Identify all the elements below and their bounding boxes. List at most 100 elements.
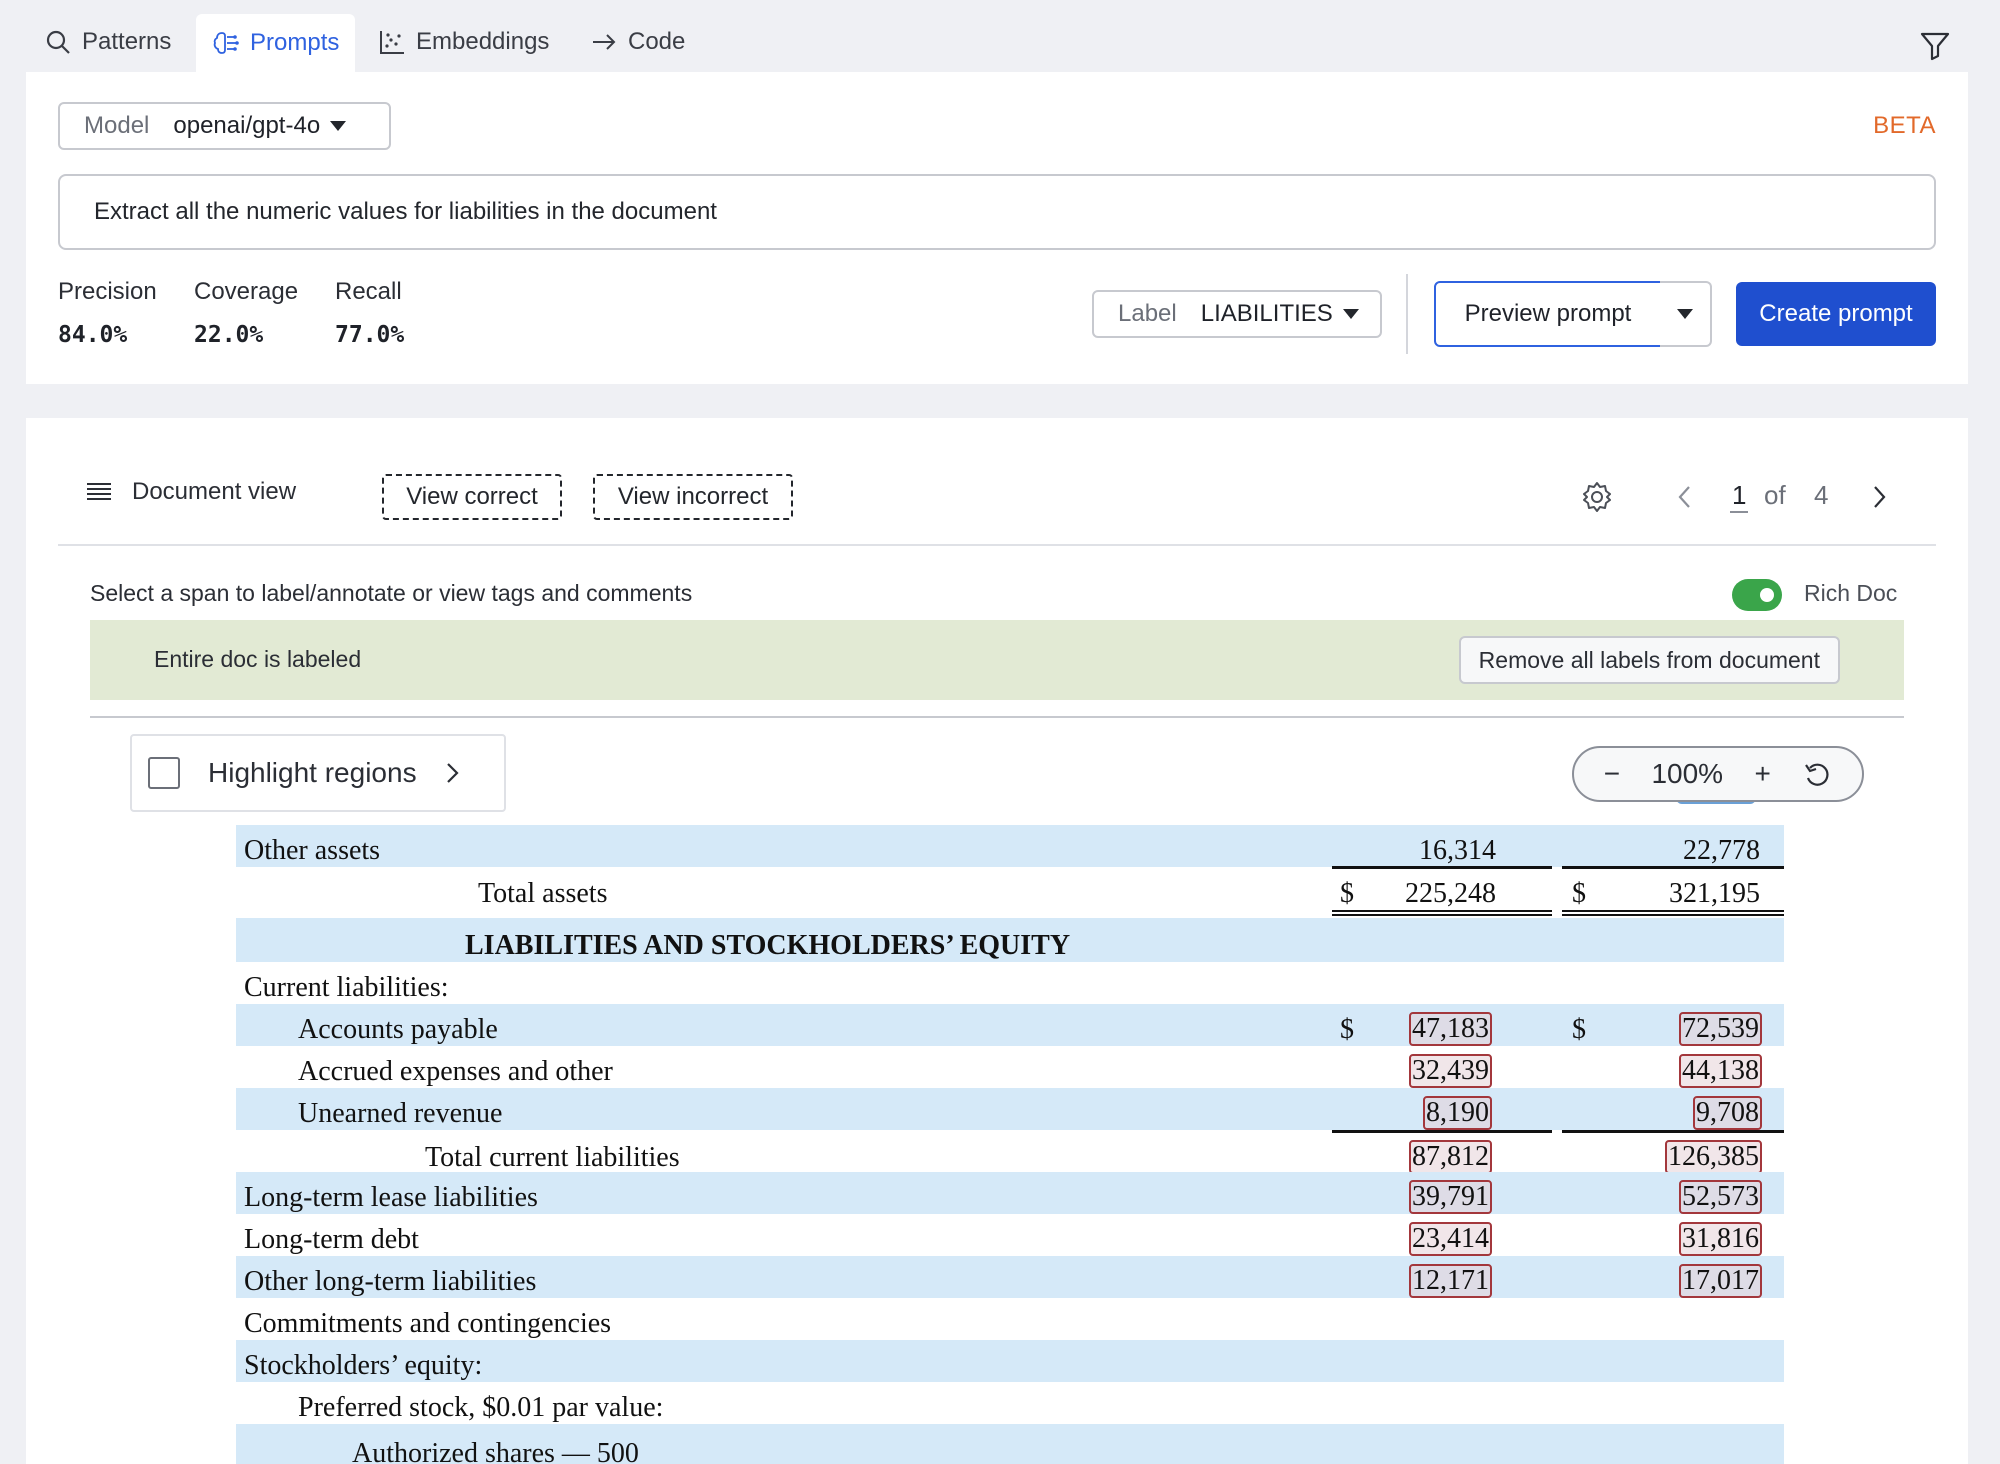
metric-recall-label: Recall bbox=[335, 278, 402, 305]
label-select-label: Label bbox=[1118, 300, 1177, 327]
gear-icon[interactable] bbox=[1580, 480, 1614, 514]
row-label: Accrued expenses and other bbox=[298, 1056, 613, 1087]
label-select-value: LIABILITIES bbox=[1200, 300, 1333, 327]
metric-recall-value: 77.0% bbox=[335, 322, 405, 348]
metric-precision-value: 84.0% bbox=[58, 322, 128, 348]
document-row[interactable]: Other long-term liabilities 12,171 17,01… bbox=[236, 1256, 1784, 1298]
brain-icon bbox=[213, 32, 239, 54]
currency-symbol: $ bbox=[1572, 878, 1586, 909]
chevron-right-icon bbox=[446, 763, 459, 783]
labeled-span[interactable]: 47,183 bbox=[1409, 1012, 1492, 1046]
select-hint: Select a span to label/annotate or view … bbox=[90, 580, 693, 606]
document-row[interactable]: Total current liabilities 87,812 126,385 bbox=[236, 1132, 1784, 1174]
document-row[interactable]: Total assets $ 225,248 $ 321,195 bbox=[236, 868, 1784, 910]
row-value-2019[interactable]: 225,248 bbox=[1405, 878, 1496, 909]
labeled-span[interactable]: 39,791 bbox=[1409, 1180, 1492, 1214]
labeled-span[interactable]: 87,812 bbox=[1409, 1140, 1492, 1174]
model-select-label: Model bbox=[84, 112, 150, 139]
tab-prompts[interactable]: Prompts bbox=[196, 14, 356, 72]
row-label: Long-term lease liabilities bbox=[244, 1182, 538, 1213]
tab-embeddings[interactable]: Embeddings bbox=[362, 14, 565, 70]
labeled-span[interactable]: 52,573 bbox=[1679, 1180, 1762, 1214]
view-correct-button[interactable]: View correct bbox=[382, 474, 562, 520]
underline bbox=[1332, 1130, 1552, 1133]
divider bbox=[90, 716, 1904, 718]
zoom-in-button[interactable]: + bbox=[1754, 758, 1771, 789]
scatter-icon bbox=[380, 31, 404, 54]
tab-label: Code bbox=[628, 28, 686, 55]
document-row[interactable]: Accrued expenses and other 32,439 44,138 bbox=[236, 1046, 1784, 1088]
document-row[interactable]: Long-term debt 23,414 31,816 bbox=[236, 1214, 1784, 1256]
zoom-level: 100% bbox=[1651, 758, 1724, 789]
document-row[interactable]: Unearned revenue 8,190 9,708 bbox=[236, 1088, 1784, 1130]
row-label: Accounts payable bbox=[298, 1014, 498, 1045]
highlight-regions-checkbox[interactable] bbox=[148, 757, 180, 789]
document-row[interactable]: Current liabilities: bbox=[236, 962, 1784, 1004]
labeled-span[interactable]: 8,190 bbox=[1423, 1096, 1492, 1130]
view-incorrect-button[interactable]: View incorrect bbox=[593, 474, 793, 520]
document-row[interactable]: Accounts payable $ 47,183 $ 72,539 bbox=[236, 1004, 1784, 1046]
tab-patterns[interactable]: Patterns bbox=[28, 14, 187, 70]
create-prompt-button[interactable]: Create prompt bbox=[1736, 282, 1936, 346]
double-underline bbox=[1332, 910, 1552, 916]
zoom-out-button[interactable]: − bbox=[1603, 758, 1621, 789]
model-select[interactable]: Model openai/gpt-4o bbox=[58, 102, 391, 150]
row-label: Unearned revenue bbox=[298, 1098, 503, 1129]
prompt-input[interactable]: Extract all the numeric values for liabi… bbox=[58, 174, 1936, 250]
document-row[interactable]: Other assets 16,314 22,778 bbox=[236, 825, 1784, 867]
beta-badge: BETA bbox=[1873, 112, 1936, 139]
preview-prompt-button[interactable]: Preview prompt bbox=[1434, 281, 1662, 347]
document-view-menu[interactable]: Document view bbox=[86, 478, 296, 506]
zoom-control: − 100% + bbox=[1572, 746, 1864, 802]
document-row[interactable]: Long-term lease liabilities 39,791 52,57… bbox=[236, 1172, 1784, 1214]
labeled-span[interactable]: 17,017 bbox=[1679, 1264, 1762, 1298]
labeled-span[interactable]: 44,138 bbox=[1679, 1054, 1762, 1088]
caret-down-icon bbox=[1677, 309, 1693, 319]
labeled-span[interactable]: 32,439 bbox=[1409, 1054, 1492, 1088]
underline bbox=[1332, 866, 1552, 869]
model-select-value: openai/gpt-4o bbox=[173, 112, 321, 139]
row-value-2020[interactable]: 321,195 bbox=[1669, 878, 1760, 909]
label-select[interactable]: Label LIABILITIES bbox=[1092, 290, 1382, 338]
document-row[interactable]: Commitments and contingencies bbox=[236, 1298, 1784, 1340]
document-row[interactable]: Preferred stock, $0.01 par value: bbox=[236, 1382, 1784, 1424]
remove-all-labels-button[interactable]: Remove all labels from document bbox=[1458, 636, 1840, 684]
labeled-span[interactable]: 72,539 bbox=[1679, 1012, 1762, 1046]
preview-dropdown-button[interactable] bbox=[1660, 281, 1712, 347]
document-row[interactable]: LIABILITIES AND STOCKHOLDERS’ EQUITY bbox=[236, 918, 1784, 962]
row-label: Total current liabilities bbox=[425, 1142, 680, 1173]
page-input[interactable]: 1 bbox=[1730, 480, 1749, 513]
document-row[interactable]: Authorized shares — 500 bbox=[236, 1424, 1784, 1464]
reset-zoom-icon[interactable] bbox=[1802, 759, 1832, 789]
currency-symbol: $ bbox=[1340, 878, 1354, 909]
labeled-span[interactable]: 9,708 bbox=[1693, 1096, 1762, 1130]
row-value-2020[interactable]: 22,778 bbox=[1683, 835, 1760, 866]
underline bbox=[1562, 866, 1784, 869]
row-value-2019[interactable]: 16,314 bbox=[1419, 835, 1496, 866]
caret-down-icon bbox=[330, 121, 347, 131]
currency-symbol: $ bbox=[1572, 1014, 1586, 1045]
tab-code[interactable]: Code bbox=[574, 14, 701, 70]
chevron-right-icon[interactable] bbox=[1868, 484, 1890, 510]
row-label: Authorized shares — 500 bbox=[352, 1438, 639, 1464]
labeled-span[interactable]: 23,414 bbox=[1409, 1222, 1492, 1256]
document-row[interactable]: Stockholders’ equity: bbox=[236, 1340, 1784, 1382]
row-label: Current liabilities: bbox=[244, 972, 449, 1003]
arrow-right-icon bbox=[593, 34, 616, 50]
filter-icon[interactable] bbox=[1918, 28, 1952, 62]
document-view-label: Document view bbox=[132, 478, 297, 505]
caret-down-icon bbox=[1342, 309, 1359, 319]
labeled-span[interactable]: 31,816 bbox=[1679, 1222, 1762, 1256]
tab-label: Embeddings bbox=[416, 28, 550, 55]
highlight-regions-toggle[interactable]: Highlight regions bbox=[130, 734, 506, 812]
tab-label: Patterns bbox=[82, 28, 172, 55]
divider bbox=[58, 544, 1936, 546]
row-label: Preferred stock, $0.01 par value: bbox=[298, 1392, 664, 1423]
row-label: Total assets bbox=[478, 878, 608, 909]
rich-doc-toggle[interactable] bbox=[1732, 579, 1782, 611]
metric-precision-label: Precision bbox=[58, 278, 157, 305]
labeled-span[interactable]: 12,171 bbox=[1409, 1264, 1492, 1298]
metric-coverage-value: 22.0% bbox=[194, 322, 264, 348]
labeled-span[interactable]: 126,385 bbox=[1665, 1140, 1762, 1174]
chevron-left-icon[interactable] bbox=[1674, 484, 1696, 510]
